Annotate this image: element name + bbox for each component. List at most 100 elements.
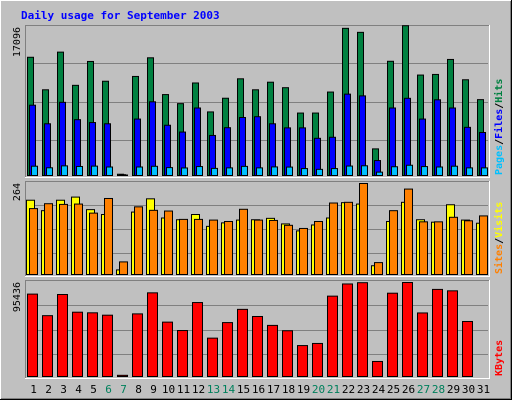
sites-bar bbox=[209, 219, 218, 276]
sites-bar bbox=[134, 206, 143, 275]
kbytes-bar bbox=[57, 294, 68, 377]
pages-bar bbox=[436, 166, 443, 177]
x-tick-label: 9 bbox=[150, 383, 157, 396]
hits-legend-separator: / bbox=[494, 103, 505, 109]
pages-bar bbox=[46, 167, 53, 177]
kbytes-bar bbox=[342, 283, 353, 377]
sites-bar bbox=[404, 188, 413, 275]
files-bar bbox=[29, 104, 36, 176]
x-tick-label: 30 bbox=[462, 383, 475, 396]
x-tick-label: 23 bbox=[357, 383, 370, 396]
pages-bar bbox=[91, 165, 98, 177]
x-tick-label: 22 bbox=[342, 383, 355, 396]
sites-bar bbox=[479, 215, 488, 275]
x-tick-label: 14 bbox=[222, 383, 236, 396]
x-tick-label: 19 bbox=[297, 383, 310, 396]
sites-bar bbox=[299, 227, 308, 275]
files-bar bbox=[344, 93, 351, 176]
files-bar bbox=[59, 101, 66, 176]
pages-bar bbox=[76, 165, 83, 176]
pages-bar bbox=[256, 167, 263, 176]
pages-bar bbox=[241, 165, 248, 176]
kbytes-bar bbox=[327, 295, 338, 377]
kbytes-bar bbox=[297, 345, 308, 378]
kbytes-bar bbox=[42, 315, 53, 377]
hits-legend-separator: / bbox=[494, 139, 505, 145]
pages-bar bbox=[316, 168, 323, 177]
sites-bar bbox=[59, 203, 68, 275]
sites-bar bbox=[74, 203, 83, 275]
sites-bar bbox=[179, 218, 188, 275]
kbytes-bar bbox=[222, 322, 233, 377]
legend-sites: Sites bbox=[493, 244, 505, 274]
hits-ymax-label: 17096 bbox=[12, 27, 23, 57]
sites-bar bbox=[104, 197, 113, 275]
legend-hits: Hits bbox=[493, 79, 505, 103]
kbytes-bar bbox=[312, 342, 323, 377]
x-tick-label: 28 bbox=[432, 383, 445, 396]
x-tick-label: 25 bbox=[387, 383, 400, 396]
sites-bar bbox=[29, 208, 38, 275]
pages-bar bbox=[376, 171, 383, 177]
kbytes-bar bbox=[387, 292, 398, 377]
pages-bar bbox=[106, 166, 113, 177]
kbytes-bar bbox=[177, 330, 188, 377]
x-tick-label: 12 bbox=[192, 383, 205, 396]
x-tick-label: 15 bbox=[237, 383, 250, 396]
files-bar bbox=[194, 107, 201, 176]
x-tick-label: 7 bbox=[120, 383, 127, 396]
kbytes-legend: KBytes bbox=[494, 340, 505, 376]
hits-legend: Pages/Files/Hits bbox=[493, 79, 505, 175]
legend-visits: Visits bbox=[493, 202, 505, 238]
x-tick-label: 6 bbox=[105, 383, 112, 396]
x-tick-label: 5 bbox=[90, 383, 97, 396]
sites-bar bbox=[449, 216, 458, 275]
pages-bar bbox=[181, 167, 188, 176]
x-tick-label: 18 bbox=[282, 383, 295, 396]
pages-bar bbox=[196, 166, 203, 177]
legend-kbytes: KBytes bbox=[494, 340, 505, 376]
kbytes-bar bbox=[252, 315, 263, 377]
pages-bar bbox=[331, 168, 338, 177]
x-tick-label: 20 bbox=[312, 383, 325, 396]
files-bar bbox=[404, 97, 411, 176]
sites-bar bbox=[269, 219, 278, 275]
files-bar bbox=[149, 101, 156, 176]
kbytes-bar bbox=[147, 292, 158, 378]
kbytes-bar bbox=[237, 308, 248, 377]
sites-bar bbox=[149, 209, 158, 275]
x-tick-label: 13 bbox=[207, 383, 220, 396]
kbytes-bar bbox=[72, 311, 83, 378]
pages-bar bbox=[466, 167, 473, 176]
legend-pages: Pages bbox=[494, 145, 505, 175]
sites-bar bbox=[419, 221, 428, 275]
x-tick-label: 29 bbox=[447, 383, 460, 396]
pages-bar bbox=[61, 165, 68, 176]
pages-bar bbox=[271, 166, 278, 177]
x-tick-label: 10 bbox=[162, 383, 175, 396]
sites-bar bbox=[284, 224, 293, 275]
pages-bar bbox=[166, 167, 173, 176]
sites-bar bbox=[464, 220, 473, 275]
files-bar bbox=[359, 95, 366, 176]
x-tick-label: 2 bbox=[45, 383, 52, 396]
pages-bar bbox=[211, 167, 218, 176]
files-bar bbox=[434, 99, 441, 176]
sites-bar bbox=[359, 183, 368, 275]
x-tick-label: 1 bbox=[30, 383, 37, 396]
sites-bar bbox=[44, 203, 53, 276]
pages-bar bbox=[121, 174, 128, 177]
sites-bar bbox=[344, 201, 353, 275]
chart-title: Daily usage for September 2003 bbox=[21, 9, 220, 22]
x-tick-label: 3 bbox=[60, 383, 67, 396]
kbytes-bar bbox=[402, 282, 413, 377]
sites-bar bbox=[239, 208, 248, 275]
pages-bar bbox=[136, 166, 143, 177]
kbytes-bar bbox=[162, 321, 173, 377]
pages-bar bbox=[346, 165, 353, 176]
sites-bar bbox=[389, 210, 398, 276]
kbytes-bar bbox=[117, 374, 128, 378]
kbytes-bar bbox=[27, 293, 38, 377]
pages-bar bbox=[286, 166, 293, 176]
